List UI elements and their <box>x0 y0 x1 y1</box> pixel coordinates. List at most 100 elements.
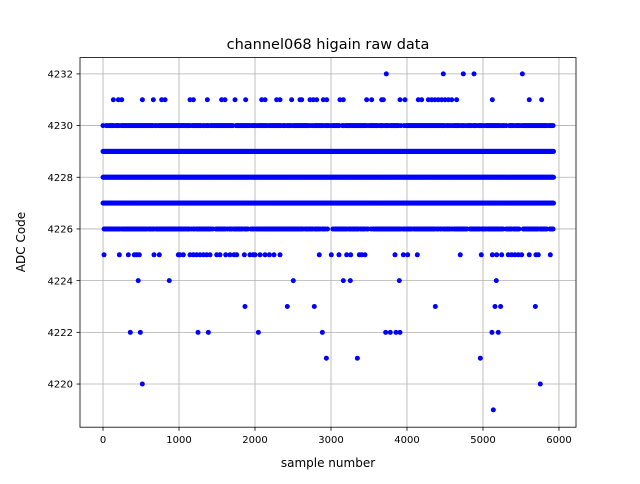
data-point <box>489 329 495 335</box>
data-point <box>492 303 498 309</box>
data-point <box>227 252 233 258</box>
data-point <box>110 97 116 103</box>
data-point <box>397 97 403 103</box>
data-point <box>139 97 145 103</box>
data-point <box>242 303 248 309</box>
data-point <box>262 252 268 258</box>
data-point <box>325 226 331 232</box>
data-point <box>336 252 342 258</box>
data-point <box>277 97 283 103</box>
data-point <box>471 71 477 77</box>
data-point <box>364 97 370 103</box>
data-point <box>519 252 525 258</box>
data-points <box>100 71 557 413</box>
data-point <box>156 252 162 258</box>
data-point <box>519 71 525 77</box>
data-point <box>234 252 240 258</box>
data-point <box>539 97 545 103</box>
data-point <box>340 97 346 103</box>
data-point <box>284 303 290 309</box>
data-point <box>316 252 322 258</box>
x-tick-label: 5000 <box>470 435 495 446</box>
chart-title: channel068 higain raw data <box>227 37 430 53</box>
data-point <box>311 303 317 309</box>
y-tick-label: 4232 <box>48 69 73 80</box>
data-point <box>101 252 107 258</box>
data-point <box>262 97 268 103</box>
data-point <box>162 97 168 103</box>
data-point <box>271 252 277 258</box>
data-point <box>205 329 211 335</box>
data-point <box>277 252 283 258</box>
data-point <box>319 329 325 335</box>
data-point <box>222 97 228 103</box>
data-point <box>314 97 320 103</box>
data-point <box>354 355 360 361</box>
x-axis: 0 1000 2000 3000 4000 5000 6000 <box>100 427 572 446</box>
data-point <box>387 329 393 335</box>
data-point <box>137 329 143 335</box>
data-point <box>550 226 556 232</box>
data-point <box>257 252 263 258</box>
data-point <box>547 252 553 258</box>
x-tick-label: 0 <box>100 435 106 446</box>
data-point <box>135 278 141 284</box>
data-point <box>324 97 330 103</box>
data-point <box>551 174 557 180</box>
y-axis-label: ADC Code <box>14 212 28 272</box>
y-tick-label: 4230 <box>48 121 73 132</box>
data-point <box>362 252 368 258</box>
data-point <box>255 329 261 335</box>
data-point <box>400 252 406 258</box>
data-point <box>551 148 557 154</box>
data-point <box>347 278 353 284</box>
y-tick-label: 4228 <box>48 173 73 184</box>
data-point <box>419 97 425 103</box>
y-tick-label: 4224 <box>48 276 73 287</box>
data-point <box>266 252 272 258</box>
grid <box>80 57 576 428</box>
data-point <box>477 355 483 361</box>
data-point <box>241 252 247 258</box>
data-point <box>460 71 466 77</box>
data-point <box>299 97 305 103</box>
data-point <box>392 252 398 258</box>
data-point <box>380 97 386 103</box>
data-point <box>550 123 556 129</box>
data-point <box>498 303 504 309</box>
data-point <box>204 97 210 103</box>
data-point <box>116 252 122 258</box>
data-point <box>127 329 133 335</box>
data-point <box>535 252 541 258</box>
data-point <box>526 252 532 258</box>
x-axis-label: sample number <box>281 456 375 470</box>
data-point <box>414 252 420 258</box>
data-point <box>119 97 125 103</box>
x-tick-label: 2000 <box>242 435 267 446</box>
y-tick-label: 4220 <box>48 380 73 391</box>
data-point <box>348 252 354 258</box>
data-point <box>150 97 156 103</box>
data-point <box>489 97 495 103</box>
data-point <box>526 97 532 103</box>
data-point <box>383 71 389 77</box>
y-tick-label: 4226 <box>48 225 73 236</box>
x-tick-label: 1000 <box>166 435 191 446</box>
data-point <box>532 303 538 309</box>
data-point <box>493 278 499 284</box>
data-point <box>499 252 505 258</box>
data-point <box>397 329 403 335</box>
data-point <box>393 329 399 335</box>
data-point <box>405 252 411 258</box>
data-point <box>478 252 484 258</box>
data-point <box>190 97 196 103</box>
data-point <box>537 381 543 387</box>
data-point <box>139 381 145 387</box>
data-point <box>223 252 229 258</box>
x-tick-label: 6000 <box>546 435 571 446</box>
data-point <box>440 71 446 77</box>
data-point <box>495 329 501 335</box>
data-point <box>217 252 223 258</box>
y-axis: 4220 4222 4224 4226 4228 4230 4232 <box>48 69 80 391</box>
